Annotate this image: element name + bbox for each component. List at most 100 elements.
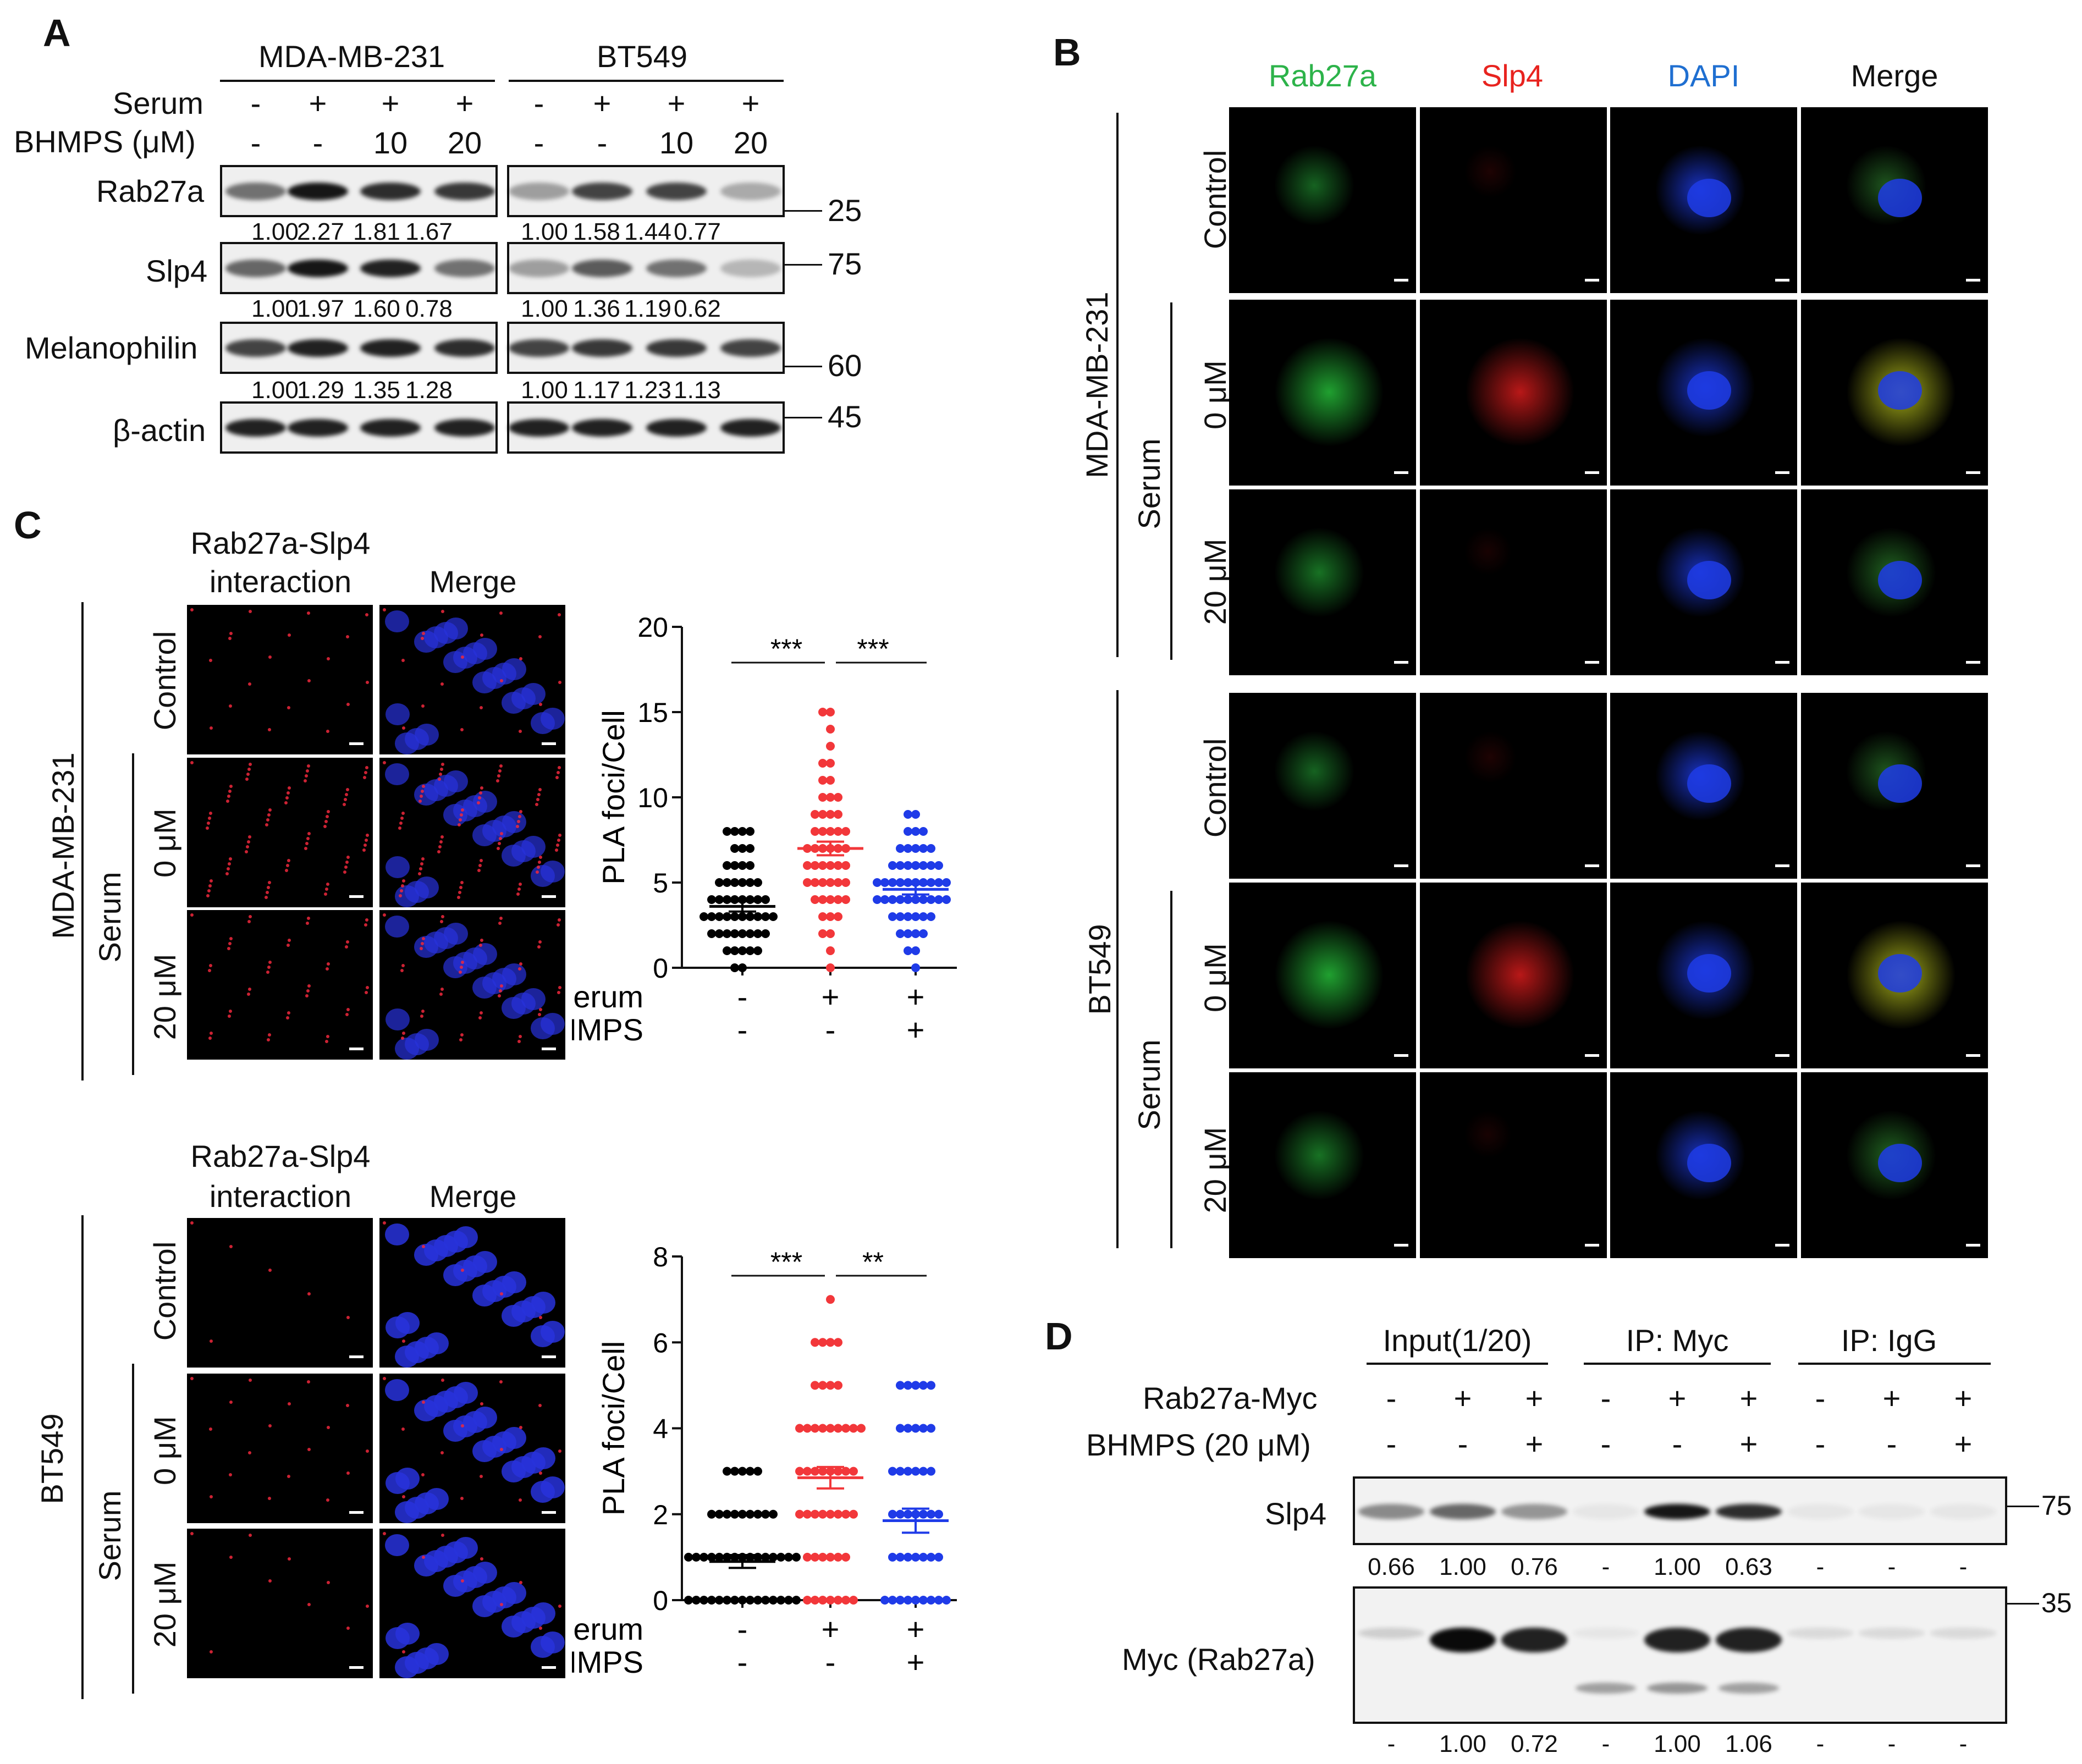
data-point bbox=[723, 1467, 731, 1476]
data-point bbox=[818, 1424, 827, 1433]
pla-dot bbox=[519, 962, 522, 966]
serum-label-b2: Serum bbox=[1132, 1039, 1166, 1131]
pla-dot bbox=[363, 776, 366, 779]
nucleus bbox=[1687, 1144, 1731, 1182]
scale-bar bbox=[1775, 864, 1789, 867]
pla-dot bbox=[268, 655, 272, 659]
blot-band bbox=[1501, 1628, 1567, 1652]
scale-bar bbox=[1394, 864, 1408, 867]
data-point bbox=[834, 1467, 842, 1476]
pla-dot bbox=[325, 1040, 328, 1043]
nucleus bbox=[385, 1379, 409, 1401]
blot-band bbox=[1358, 1628, 1424, 1639]
rab-sign: + bbox=[1954, 1381, 1973, 1415]
blot-box bbox=[507, 165, 785, 217]
data-point bbox=[746, 895, 754, 904]
data-point bbox=[753, 878, 762, 887]
pla-dot bbox=[287, 706, 290, 709]
data-point bbox=[803, 1467, 812, 1476]
pla-dot bbox=[480, 1475, 483, 1478]
bhmps-sign: + bbox=[1525, 1426, 1544, 1461]
scale-bar bbox=[349, 895, 363, 898]
pla-dot bbox=[539, 1471, 542, 1475]
nucleus bbox=[521, 683, 546, 705]
data-point bbox=[896, 1509, 905, 1519]
pla-dot bbox=[305, 774, 308, 778]
nucleus bbox=[521, 988, 546, 1010]
nucleus bbox=[395, 1623, 420, 1645]
pla-dot bbox=[539, 1316, 542, 1319]
quant-value: 1.00 bbox=[1654, 1553, 1701, 1580]
pla-dot bbox=[458, 823, 461, 826]
y-tick-label: 20 bbox=[637, 612, 668, 643]
data-point bbox=[834, 1381, 842, 1390]
pla-dot bbox=[266, 891, 269, 894]
scale-bar bbox=[1585, 661, 1599, 664]
scale-bar bbox=[542, 1048, 556, 1050]
pla-dot bbox=[343, 870, 346, 874]
data-point bbox=[818, 895, 827, 904]
quant-value: - bbox=[1959, 1730, 1968, 1757]
blot-band bbox=[572, 418, 632, 437]
data-point bbox=[904, 878, 912, 887]
pla-dot bbox=[558, 1449, 561, 1453]
mw-tick bbox=[784, 210, 822, 212]
blot-band bbox=[288, 259, 348, 277]
pla-dot bbox=[210, 1339, 213, 1343]
quant-value: 0.78 bbox=[405, 295, 453, 322]
data-point bbox=[834, 912, 842, 921]
data-point bbox=[826, 1509, 835, 1519]
pla-dot bbox=[229, 1473, 232, 1476]
data-point bbox=[849, 1596, 858, 1605]
pla-dot bbox=[248, 835, 251, 839]
scale-bar bbox=[349, 1511, 363, 1514]
pla-dot bbox=[537, 866, 540, 869]
data-point bbox=[904, 895, 912, 904]
data-point bbox=[811, 810, 819, 819]
nucleus bbox=[473, 1407, 497, 1429]
data-point bbox=[811, 1338, 819, 1347]
data-point bbox=[776, 1552, 785, 1562]
data-point bbox=[738, 861, 747, 870]
pla-dot bbox=[499, 989, 502, 993]
data-point bbox=[699, 912, 708, 921]
data-point bbox=[919, 1596, 928, 1605]
quant-value: 1.00 bbox=[251, 377, 299, 404]
blot-band bbox=[288, 182, 348, 200]
pla-dot bbox=[441, 1534, 444, 1537]
nucleus bbox=[521, 836, 546, 858]
data-point bbox=[818, 827, 827, 836]
pla-dot bbox=[226, 800, 229, 803]
data-point bbox=[911, 1381, 920, 1390]
pla-dot bbox=[229, 1010, 232, 1013]
pla-dot bbox=[209, 1427, 212, 1431]
pla-dot bbox=[480, 633, 483, 637]
data-point bbox=[753, 1467, 762, 1476]
pla-dot bbox=[287, 1011, 290, 1015]
quant-value: 0.62 bbox=[674, 295, 721, 322]
data-point bbox=[896, 1467, 905, 1476]
data-point bbox=[738, 1509, 747, 1519]
blot-band bbox=[1930, 1504, 1996, 1519]
panel-a-letter: A bbox=[43, 12, 71, 54]
scale-bar bbox=[542, 895, 556, 898]
data-point bbox=[715, 1509, 724, 1519]
blot-band bbox=[360, 339, 421, 357]
pla-dot bbox=[420, 947, 423, 950]
serum-sign: + bbox=[593, 86, 612, 120]
pla-dot bbox=[480, 1557, 483, 1561]
y-tick-label: 6 bbox=[653, 1327, 668, 1358]
pla-dot bbox=[441, 610, 444, 613]
blot-band bbox=[225, 418, 286, 437]
pla-dot bbox=[245, 850, 248, 853]
data-point bbox=[746, 912, 754, 921]
cond-sign: + bbox=[822, 1612, 840, 1646]
quant-value: - bbox=[1887, 1553, 1896, 1580]
pla-dot bbox=[421, 942, 424, 945]
cell-line-mda-c: MDA-MB-231 bbox=[46, 752, 80, 939]
quant-value: 1.67 bbox=[405, 218, 453, 245]
pla-dot bbox=[268, 1269, 272, 1272]
data-point bbox=[911, 861, 920, 870]
pla-dot bbox=[229, 704, 232, 708]
pla-dot bbox=[421, 1473, 425, 1476]
